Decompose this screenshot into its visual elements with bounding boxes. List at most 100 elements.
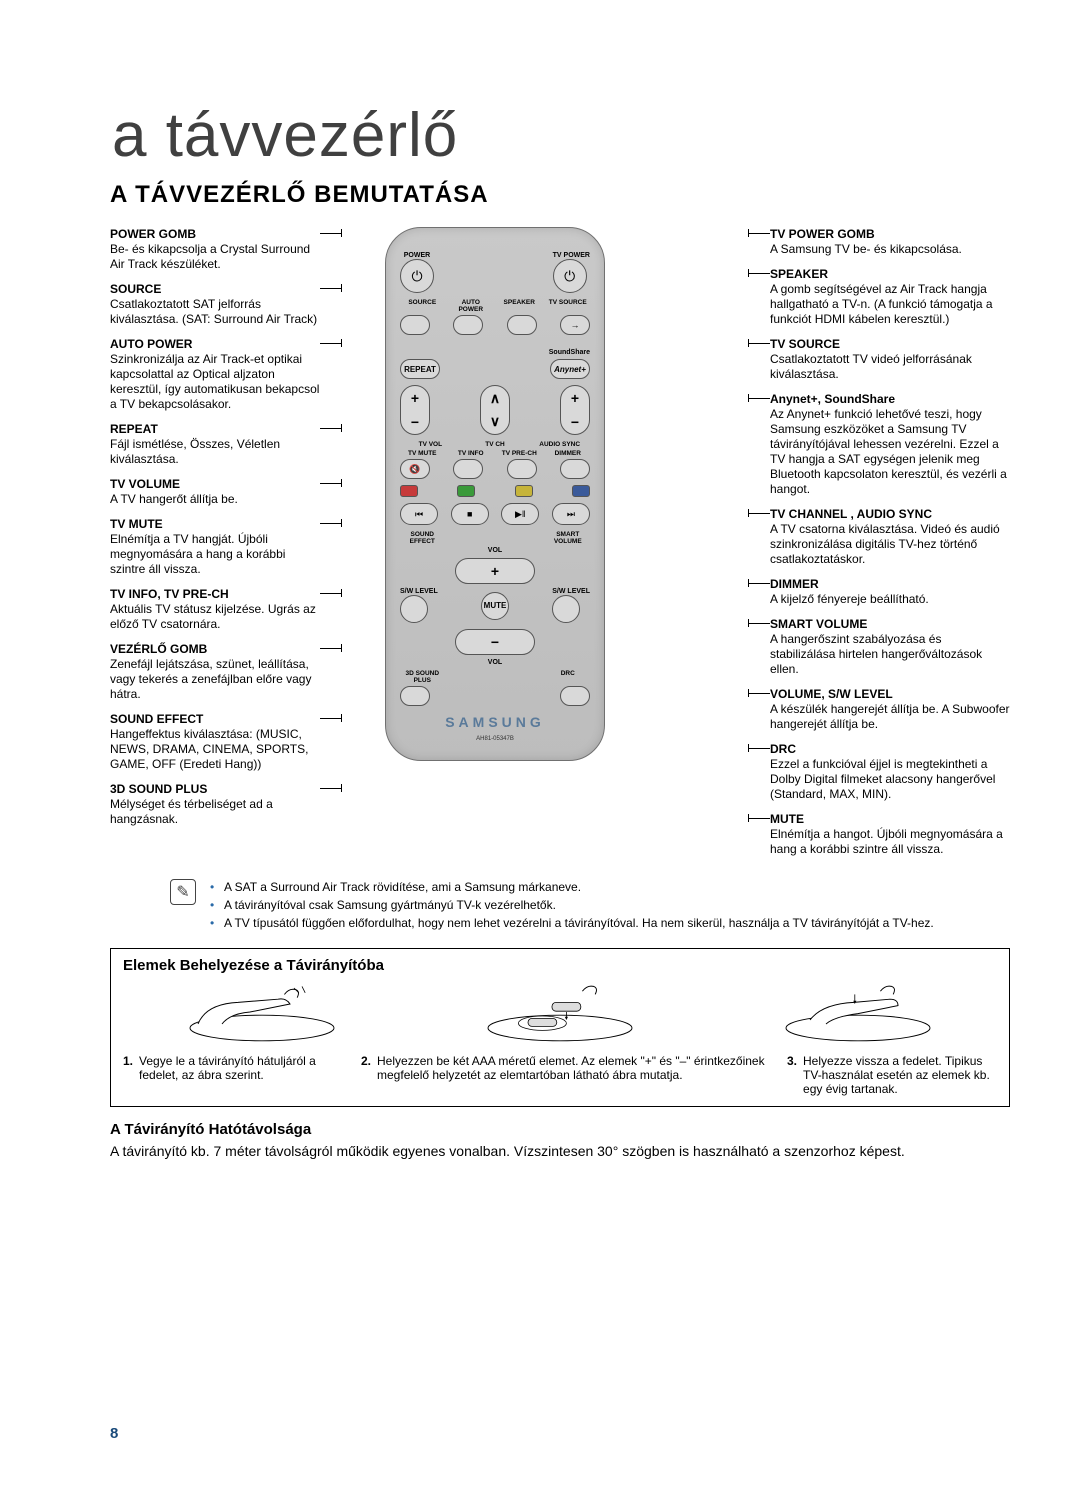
callout-title: TV POWER GOMB — [770, 227, 1010, 242]
play-button: ▶‖ — [501, 503, 539, 525]
sw-left-button — [400, 595, 428, 623]
right-callouts: TV POWER GOMBA Samsung TV be- és kikapcs… — [770, 227, 1010, 867]
callout-desc: Be- és kikapcsolja a Crystal Surround Ai… — [110, 242, 320, 272]
tv-ch-rocker: ∧∨ — [480, 385, 510, 435]
mute-button: MUTE — [481, 592, 509, 620]
battery-step-1-illustration — [123, 980, 401, 1044]
callout-title: VEZÉRLŐ GOMB — [110, 642, 320, 657]
tv-power-button: ⏻ — [553, 259, 587, 293]
callout-title: MUTE — [770, 812, 1010, 827]
remote-diagram-row: POWER GOMBBe- és kikapcsolja a Crystal S… — [110, 227, 1010, 867]
prev-button: ⏮ — [400, 503, 438, 525]
callout-desc: Aktuális TV státusz kijelzése. Ugrás az … — [110, 602, 320, 632]
btn-label: SPEAKER — [497, 299, 542, 313]
callout-desc: Fájl ismétlése, Összes, Véletlen kiválas… — [110, 437, 320, 467]
dimmer-button — [560, 459, 590, 479]
range-title: A Távirányító Hatótávolsága — [110, 1121, 1010, 1138]
vol-down-rocker: − — [455, 629, 535, 655]
left-callouts: POWER GOMBBe- és kikapcsolja a Crystal S… — [110, 227, 320, 867]
btn-label: SoundShare — [549, 349, 590, 356]
brand-label: SAMSUNG — [400, 714, 590, 730]
note-item: A távirányítóval csak Samsung gyártmányú… — [210, 897, 934, 913]
callout-title: SOUND EFFECT — [110, 712, 320, 727]
btn-label: VOL — [400, 659, 590, 666]
battery-step-3-illustration — [719, 980, 997, 1044]
notes-block: ✎ A SAT a Surround Air Track rövidítése,… — [170, 879, 1010, 934]
callout-desc: Az Anynet+ funkció lehetővé teszi, hogy … — [770, 407, 1010, 497]
callout-desc: Mélységet és térbeliséget ad a hangzásna… — [110, 797, 320, 827]
step-text: Helyezzen be két AAA méretű elemet. Az e… — [377, 1054, 769, 1096]
vol-up-rocker: + — [455, 558, 535, 584]
btn-label: DRC — [546, 670, 591, 684]
note-item: A TV típusától függően előfordulhat, hog… — [210, 915, 934, 931]
callout-title: REPEAT — [110, 422, 320, 437]
btn-label: AUTO POWER — [449, 299, 494, 313]
note-item: A SAT a Surround Air Track rövidítése, a… — [210, 879, 934, 895]
callout-title: TV SOURCE — [770, 337, 1010, 352]
section-heading: A TÁVVEZÉRLŐ BEMUTATÁSA — [110, 181, 1010, 209]
callout-title: DRC — [770, 742, 1010, 757]
repeat-button: REPEAT — [400, 359, 440, 379]
callout-title: TV INFO, TV PRE-CH — [110, 587, 320, 602]
callout-desc: Elnémítja a hangot. Újbóli megnyomására … — [770, 827, 1010, 857]
anynet-button: Anynet+ — [550, 359, 590, 379]
callout-desc: A kijelző fényereje beállítható. — [770, 592, 1010, 607]
step-num: 3. — [787, 1054, 797, 1096]
btn-label: POWER — [400, 252, 434, 259]
page-title: a távvezérlő — [112, 100, 1010, 171]
blue-button — [572, 485, 590, 497]
btn-label: TV CH — [465, 441, 526, 448]
speaker-button — [507, 315, 537, 335]
callout-desc: Hangeffektus kiválasztása: (MUSIC, NEWS,… — [110, 727, 320, 772]
step-text: Vegye le a távirányító hátuljáról a fede… — [139, 1054, 343, 1096]
3dsound-button — [400, 686, 430, 706]
range-text: A távirányító kb. 7 méter távolságról mű… — [110, 1142, 1010, 1161]
autopower-button — [453, 315, 483, 335]
callout-desc: A készülék hangerejét állítja be. A Subw… — [770, 702, 1010, 732]
next-button: ⏭ — [552, 503, 590, 525]
stop-button: ■ — [451, 503, 489, 525]
audio-sync-rocker: +− — [560, 385, 590, 435]
callout-title: VOLUME, S/W LEVEL — [770, 687, 1010, 702]
btn-label: TV POWER — [553, 252, 590, 259]
battery-section: Elemek Behelyezése a Távirányítóba 1.Veg… — [110, 948, 1010, 1107]
callout-desc: A hangerőszint szabályozása és stabilizá… — [770, 632, 1010, 677]
step-text: Helyezze vissza a fedelet. Tipikus TV-ha… — [803, 1054, 997, 1096]
callout-title: AUTO POWER — [110, 337, 320, 352]
callout-desc: A gomb segítségével az Air Track hangja … — [770, 282, 1010, 327]
battery-title: Elemek Behelyezése a Távirányítóba — [123, 957, 997, 974]
tv-vol-rocker: +− — [400, 385, 430, 435]
tvsource-button: → — [560, 315, 590, 335]
btn-label: S/W LEVEL — [400, 588, 438, 595]
callout-desc: Elnémítja a TV hangját. Újbóli megnyomás… — [110, 532, 320, 577]
red-button — [400, 485, 418, 497]
model-label: AH81-05347B — [400, 736, 590, 742]
callout-desc: A TV hangerőt állítja be. — [110, 492, 320, 507]
callout-desc: Csatlakoztatott TV videó jelforrásának k… — [770, 352, 1010, 382]
callout-desc: Ezzel a funkcióval éjjel is megtekinthet… — [770, 757, 1010, 802]
callout-title: 3D SOUND PLUS — [110, 782, 320, 797]
callout-desc: A TV csatorna kiválasztása. Videó és aud… — [770, 522, 1010, 567]
btn-label: VOL — [400, 547, 590, 554]
btn-label: TV INFO — [449, 450, 494, 457]
callout-title: SOURCE — [110, 282, 320, 297]
callout-title: Anynet+, SoundShare — [770, 392, 1010, 407]
yellow-button — [515, 485, 533, 497]
callout-title: POWER GOMB — [110, 227, 320, 242]
btn-label: TV VOL — [400, 441, 461, 448]
sw-right-button — [552, 595, 580, 623]
source-button — [400, 315, 430, 335]
btn-label: DIMMER — [546, 450, 591, 457]
callout-desc: Szinkronizálja az Air Track-et optikai k… — [110, 352, 320, 412]
tvmute-button: 🔇 — [400, 459, 430, 479]
tvprech-button — [507, 459, 537, 479]
btn-label: 3D SOUND PLUS — [400, 670, 445, 684]
callout-title: TV CHANNEL , AUDIO SYNC — [770, 507, 1010, 522]
callout-title: TV VOLUME — [110, 477, 320, 492]
callout-desc: A Samsung TV be- és kikapcsolása. — [770, 242, 1010, 257]
callout-title: SMART VOLUME — [770, 617, 1010, 632]
btn-label: AUDIO SYNC — [529, 441, 590, 448]
tvinfo-button — [453, 459, 483, 479]
step-num: 1. — [123, 1054, 133, 1096]
remote-illustration: POWER ⏻ TV POWER ⏻ SOURCE AUTO POWER SPE… — [350, 227, 640, 867]
